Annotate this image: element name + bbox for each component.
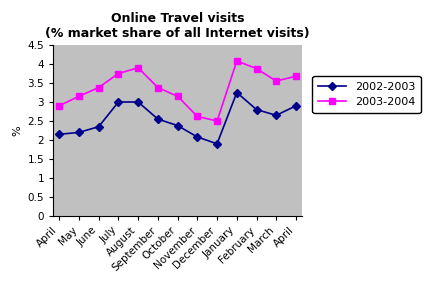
2002-2003	[76, 130, 82, 134]
2002-2003	[214, 142, 220, 146]
2003-2004	[214, 119, 220, 123]
2003-2004	[274, 79, 279, 83]
2002-2003	[175, 124, 180, 128]
Y-axis label: %: %	[12, 125, 22, 136]
Line: 2003-2004: 2003-2004	[56, 58, 299, 124]
2003-2004	[293, 74, 299, 78]
2002-2003	[96, 125, 101, 128]
2002-2003	[234, 91, 239, 94]
2002-2003	[293, 104, 299, 108]
Line: 2002-2003: 2002-2003	[56, 90, 299, 147]
Legend: 2002-2003, 2003-2004: 2002-2003, 2003-2004	[313, 76, 420, 113]
2003-2004	[116, 72, 121, 75]
2002-2003	[116, 100, 121, 104]
2002-2003	[56, 133, 62, 136]
2002-2003	[135, 100, 141, 104]
2003-2004	[96, 86, 101, 89]
2003-2004	[254, 67, 259, 70]
2002-2003	[274, 113, 279, 117]
2003-2004	[155, 86, 161, 89]
2003-2004	[175, 94, 180, 98]
2002-2003	[254, 108, 259, 111]
2003-2004	[234, 59, 239, 63]
2002-2003	[194, 135, 200, 139]
2002-2003	[155, 117, 161, 121]
2003-2004	[135, 66, 141, 70]
2003-2004	[56, 104, 62, 108]
2003-2004	[76, 94, 82, 98]
2003-2004	[194, 115, 200, 118]
Title: Online Travel visits
(% market share of all Internet visits): Online Travel visits (% market share of …	[45, 12, 310, 40]
